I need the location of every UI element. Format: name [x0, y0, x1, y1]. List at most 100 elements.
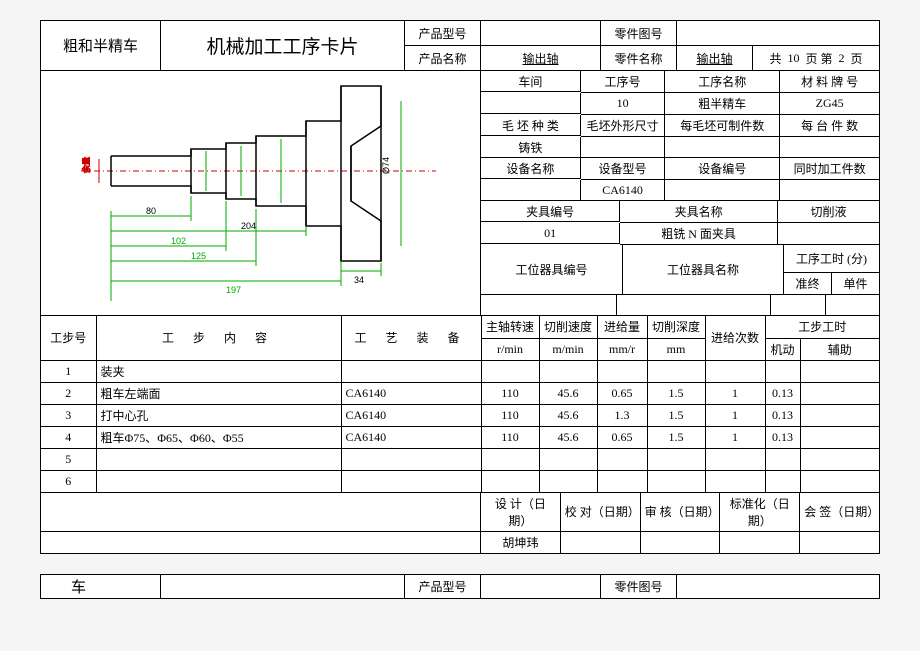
sheet2-product-model-label: 产品型号: [405, 575, 481, 598]
prep-label: 准终: [784, 273, 832, 296]
dim-102: 102: [171, 236, 186, 246]
drawing-svg: 80 204 102 125 197 34 Ø74 余量: [41, 71, 481, 316]
fixture-name-label: 夹具名称: [620, 201, 778, 223]
blank-type-value: 铸铁: [481, 137, 581, 158]
table-row: 5: [41, 448, 879, 470]
fixture-no-value: 01: [481, 223, 620, 244]
equip-name-label: 设备名称: [481, 158, 581, 179]
cell-speed: [539, 360, 597, 382]
blank-dim-value: [581, 137, 666, 158]
col-cut-speed: 切削速度: [539, 316, 597, 338]
op-no-value: 10: [581, 93, 666, 115]
design-label: 设 计（日 期）: [481, 493, 561, 532]
col-machine: 机动: [765, 338, 800, 360]
page-label-2: 页 第: [805, 50, 832, 67]
part-drawing-label: 零件图号: [601, 21, 677, 46]
review-value: [641, 532, 721, 553]
cell-depth: [647, 360, 705, 382]
page-total: 10: [787, 51, 799, 66]
cell-equip: CA6140: [341, 382, 481, 404]
main-title: 机械加工工序卡片: [161, 21, 405, 71]
cell-aux: [800, 426, 879, 448]
cell-depth: 1.5: [647, 382, 705, 404]
col-feed: 进给量: [597, 316, 647, 338]
cell-step-no: 3: [41, 404, 96, 426]
tool-name-label: 工位器具名称: [623, 245, 784, 295]
std-value: [720, 532, 800, 553]
svg-text:余量: 余量: [81, 157, 91, 173]
op-time-label: 工序工时 (分): [784, 245, 879, 273]
dim-34: 34: [354, 275, 364, 285]
part-name-value: 输出轴: [677, 46, 753, 71]
std-label: 标准化（日期）: [720, 493, 800, 532]
cell-machine: 0.13: [765, 426, 800, 448]
process-card-sheet: 粗和半精车 机械加工工序卡片 产品型号 零件图号 产品名称 输出轴 零件名称 输…: [40, 20, 880, 554]
cell-aux: [800, 404, 879, 426]
col-content: 工 步 内 容: [96, 316, 341, 360]
col-equip: 工 艺 装 备: [341, 316, 481, 360]
tool-no-value: [481, 295, 617, 316]
steps-header: 工步号 工 步 内 容 工 艺 装 备 主轴转速 切削速度 进给量 切削深度 进…: [41, 316, 879, 360]
simul-label: 同时加工件数: [780, 158, 879, 180]
cell-content: 粗车Φ75、Φ65、Φ60、Φ55: [96, 426, 341, 448]
cell-speed: [539, 470, 597, 492]
equip-no-label: 设备编号: [665, 158, 780, 180]
tool-no-label: 工位器具编号: [481, 245, 623, 295]
middle-block: 80 204 102 125 197 34 Ø74 余量 车间 工序号 工序名称…: [41, 71, 879, 316]
cell-spindle: 110: [481, 382, 539, 404]
cell-equip: CA6140: [341, 426, 481, 448]
second-sheet-partial: 车 产品型号 零件图号: [40, 574, 880, 599]
cell-equip: [341, 448, 481, 470]
col-step-no: 工步号: [41, 316, 96, 360]
cell-depth: [647, 448, 705, 470]
footer-row-values: 胡坤玮: [41, 532, 879, 553]
cell-spindle: [481, 470, 539, 492]
dim-197: 197: [226, 285, 241, 295]
design-value: 胡坤玮: [481, 532, 561, 553]
cell-aux: [800, 382, 879, 404]
col-depth: 切削深度: [647, 316, 705, 338]
part-drawing-value: [677, 21, 879, 46]
unit-label: 单件: [832, 273, 879, 296]
sheet2-product-model-value: [481, 575, 601, 598]
cell-feed: 0.65: [597, 382, 647, 404]
check-value: [561, 532, 641, 553]
cell-step-no: 1: [41, 360, 96, 382]
sign-value: [800, 532, 879, 553]
blank-dim-label: 毛坯外形尺寸: [581, 115, 666, 137]
product-model-label: 产品型号: [405, 21, 481, 46]
sheet2-part-drawing-value: [677, 575, 879, 598]
cell-feed: [597, 448, 647, 470]
dim-80: 80: [146, 206, 156, 216]
blank-qty-label: 每毛坯可制件数: [665, 115, 780, 137]
product-name-label: 产品名称: [405, 46, 481, 71]
cell-equip: CA6140: [341, 404, 481, 426]
table-row: 2粗车左端面CA614011045.60.651.510.13: [41, 382, 879, 404]
cell-step-no: 5: [41, 448, 96, 470]
cell-speed: [539, 448, 597, 470]
equip-model-value: CA6140: [581, 180, 666, 201]
per-unit-label: 每 台 件 数: [780, 115, 879, 137]
sheet2-title: 车: [41, 575, 161, 598]
review-label: 审 核（日期）: [641, 493, 721, 532]
sheet2-part-drawing-label: 零件图号: [601, 575, 677, 598]
tool-name-value: [617, 295, 771, 316]
fixture-no-label: 夹具编号: [481, 201, 620, 222]
cell-content: 粗车左端面: [96, 382, 341, 404]
cell-step-no: 6: [41, 470, 96, 492]
info-grid: 车间 工序号 工序名称 材 料 牌 号 10 粗半精车 ZG45 毛 坯 种 类…: [481, 71, 879, 316]
cell-speed: 45.6: [539, 426, 597, 448]
cell-step-no: 2: [41, 382, 96, 404]
cell-feed: [597, 470, 647, 492]
cell-feed: 1.3: [597, 404, 647, 426]
op-name-value: 粗半精车: [665, 93, 780, 115]
cell-passes: [705, 360, 765, 382]
blank-type-label: 毛 坯 种 类: [481, 115, 581, 136]
footer-row-labels: 设 计（日 期） 校 对（日期） 审 核（日期） 标准化（日期） 会 签（日期）: [41, 493, 879, 532]
coolant-label: 切削液: [778, 201, 879, 223]
cell-step-no: 4: [41, 426, 96, 448]
table-row: 3打中心孔CA614011045.61.31.510.13: [41, 404, 879, 426]
page-label-3: 页: [851, 50, 863, 67]
cell-aux: [800, 470, 879, 492]
cell-passes: 1: [705, 404, 765, 426]
